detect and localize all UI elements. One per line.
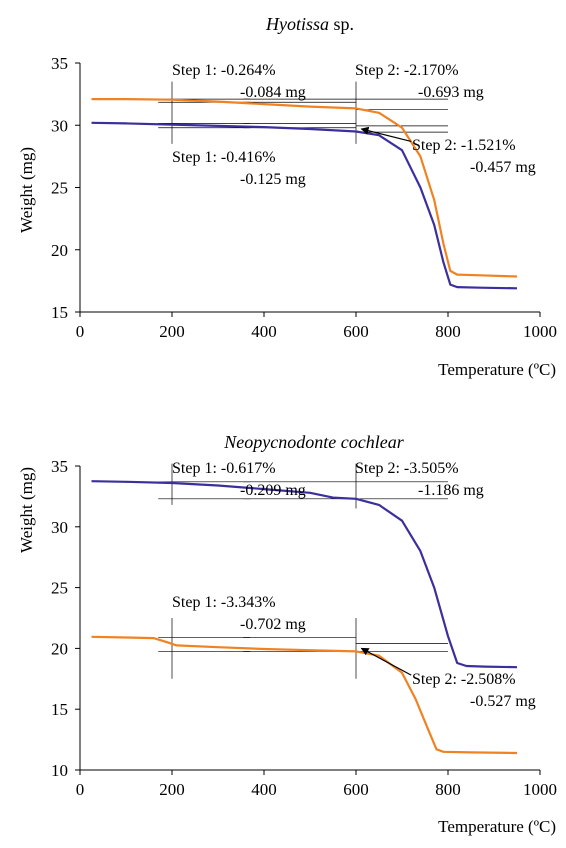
- svg-text:-0.527 mg: -0.527 mg: [470, 693, 536, 710]
- annotation-step2-blue: Step 2: -3.505% -1.186 mg: [355, 460, 484, 499]
- annotation-step1-blue: Step 1: -0.617% -0.209 mg: [172, 460, 306, 499]
- svg-text:-0.693 mg: -0.693 mg: [418, 84, 484, 101]
- y-tick-label: 25: [51, 179, 68, 198]
- guide-lines: [158, 463, 448, 679]
- chart-neopycnodonte: Neopycnodonte cochlear 10 15 20 25 30 35 0 200 4…: [17, 432, 557, 836]
- x-tick-label: 800: [435, 322, 461, 341]
- chart-title: Neopycnodonte cochlear: [223, 432, 404, 452]
- svg-text:Step 1: -0.617%: Step 1: -0.617%: [172, 460, 276, 477]
- x-tick-label: 600: [343, 322, 369, 341]
- svg-text:-0.125 mg: -0.125 mg: [240, 171, 306, 188]
- annotation-step2-orange: Step 2: -2.508% -0.527 mg: [412, 671, 536, 710]
- axes: [75, 62, 541, 317]
- y-axis-label: Weight (mg): [17, 467, 36, 553]
- annotation-step2-orange: Step 2: -2.170% -0.693 mg: [355, 62, 484, 101]
- axes: [75, 465, 541, 775]
- x-tick-label: 600: [343, 780, 369, 799]
- series-line-orange: [91, 98, 518, 278]
- guide-lines: [158, 81, 448, 144]
- annotation-step1-orange: Step 1: -0.264% -0.084 mg: [172, 62, 306, 101]
- y-tick-label: 15: [51, 700, 68, 719]
- y-tick-label: 35: [51, 457, 68, 476]
- annotation-arrow: [360, 647, 412, 676]
- svg-text:-0.457 mg: -0.457 mg: [470, 159, 536, 176]
- svg-text:-0.209 mg: -0.209 mg: [240, 482, 306, 499]
- svg-text:-0.702 mg: -0.702 mg: [240, 616, 306, 633]
- x-tick-label: 1000: [523, 322, 557, 341]
- x-tick-label: 0: [76, 322, 85, 341]
- y-tick-label: 15: [51, 303, 68, 322]
- annotation-step1-orange: Step 1: -3.343% -0.702 mg: [172, 594, 306, 633]
- x-axis-label: Temperature (ºC): [438, 817, 556, 836]
- tick-labels: 15 20 25 30 35 0 200 400 600 800 1000: [51, 54, 557, 341]
- svg-text:Step 1: -3.343%: Step 1: -3.343%: [172, 594, 276, 611]
- series-lines: [91, 480, 518, 755]
- y-tick-label: 10: [51, 761, 68, 780]
- series-line-orange: [91, 635, 518, 755]
- svg-text:Step 2: -2.170%: Step 2: -2.170%: [355, 62, 459, 79]
- y-tick-label: 30: [51, 518, 68, 537]
- svg-text:Step 1: -0.264%: Step 1: -0.264%: [172, 62, 276, 79]
- y-axis-label: Weight (mg): [17, 147, 36, 233]
- x-tick-label: 0: [76, 780, 85, 799]
- x-axis-label: Temperature (ºC): [438, 360, 556, 379]
- chart-hyotissa: Hyotissa sp. 15 20 25 30 35 0 200 400 600 800 1000…: [17, 14, 557, 379]
- svg-text:-0.084 mg: -0.084 mg: [240, 84, 306, 101]
- x-tick-label: 1000: [523, 780, 557, 799]
- x-tick-label: 200: [159, 322, 185, 341]
- svg-text:Step 2: -3.505%: Step 2: -3.505%: [355, 460, 459, 477]
- y-tick-label: 20: [51, 241, 68, 260]
- annotation-arrow: [360, 126, 412, 143]
- svg-text:Step 2: -2.508%: Step 2: -2.508%: [412, 671, 516, 688]
- series-line-blue: [91, 480, 518, 669]
- x-tick-label: 800: [435, 780, 461, 799]
- x-tick-label: 400: [251, 322, 277, 341]
- series-lines: [91, 98, 518, 290]
- y-tick-label: 35: [51, 54, 68, 73]
- x-tick-label: 200: [159, 780, 185, 799]
- tick-labels: 10 15 20 25 30 35 0 200 400 600 800 1000: [51, 457, 557, 799]
- chart-title: Hyotissa sp.: [265, 14, 354, 34]
- y-tick-label: 30: [51, 116, 68, 135]
- y-tick-label: 20: [51, 639, 68, 658]
- svg-text:Step 2: -1.521%: Step 2: -1.521%: [412, 137, 516, 154]
- svg-text:-1.186 mg: -1.186 mg: [418, 482, 484, 499]
- series-line-blue: [91, 121, 518, 290]
- annotation-step1-blue: Step 1: -0.416% -0.125 mg: [172, 149, 306, 188]
- annotation-step2-blue: Step 2: -1.521% -0.457 mg: [412, 137, 536, 176]
- svg-text:Step 1: -0.416%: Step 1: -0.416%: [172, 149, 276, 166]
- y-tick-label: 25: [51, 579, 68, 598]
- x-tick-label: 400: [251, 780, 277, 799]
